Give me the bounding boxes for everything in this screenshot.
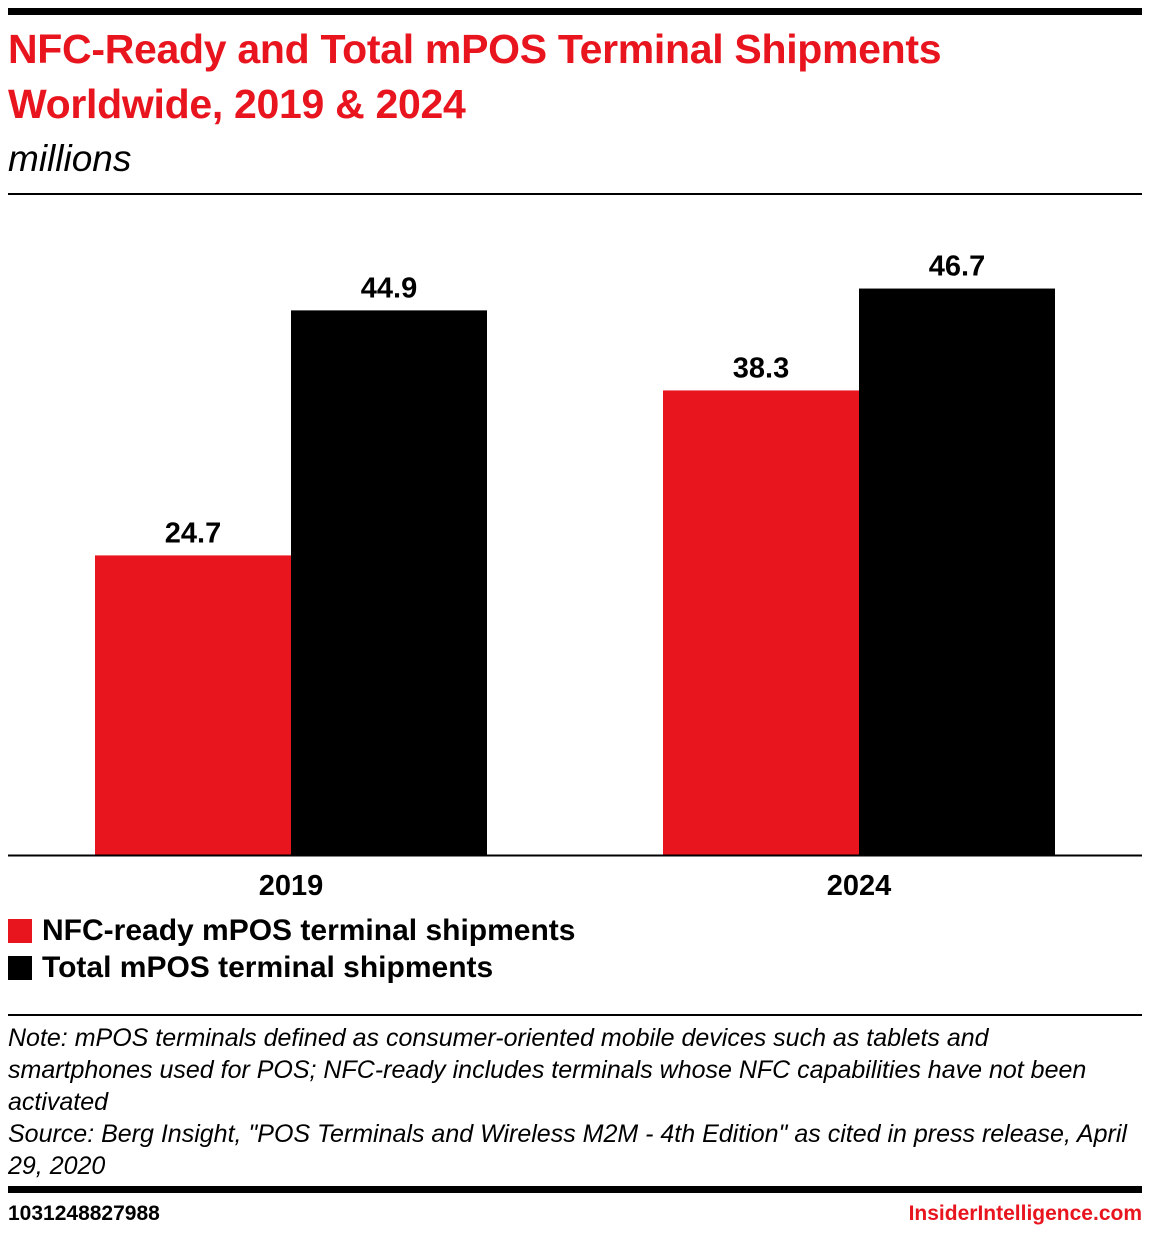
chart-title: NFC-Ready and Total mPOS Terminal Shipme… [8,26,942,127]
bottom-rule [8,1186,1142,1193]
chart-id: 1031248827988 [8,1202,160,1225]
x-tick-label-2019: 2019 [259,870,324,902]
data-label-2019-series-1: 44.9 [361,272,417,304]
source-text: Source: Berg Insight, "POS Terminals and… [8,1120,1127,1180]
bar-chart: 24.7 44.9 2019 38.3 46.7 2024 [8,251,1142,902]
note-text: Note: mPOS terminals defined as consumer… [8,1024,1087,1116]
data-label-2024-series-0: 38.3 [733,352,789,384]
chart-notes: Note: mPOS terminals defined as consumer… [8,1022,1138,1182]
legend-swatch-nfc-ready [8,918,32,943]
bar-2024-series-1 [859,288,1055,856]
top-rule [8,8,1142,15]
title-divider [8,193,1142,195]
bar-2019-series-1 [291,310,487,855]
x-tick-label-2024: 2024 [827,870,892,902]
legend-item-total: Total mPOS terminal shipments [8,949,575,986]
legend-label-total: Total mPOS terminal shipments [42,951,494,984]
legend: NFC-ready mPOS terminal shipments Total … [8,912,575,986]
legend-swatch-total [8,955,32,980]
chart-subtitle: millions [8,138,132,179]
legend-item-nfc-ready: NFC-ready mPOS terminal shipments [8,912,575,949]
data-label-2024-series-1: 46.7 [929,251,985,283]
legend-label-nfc-ready: NFC-ready mPOS terminal shipments [42,914,576,947]
brand-link[interactable]: InsiderIntelligence.com [908,1202,1142,1225]
bar-2024-series-0 [663,390,859,855]
data-label-2019-series-0: 24.7 [165,517,221,549]
bar-2019-series-0 [95,555,291,855]
note-divider [8,1014,1142,1016]
